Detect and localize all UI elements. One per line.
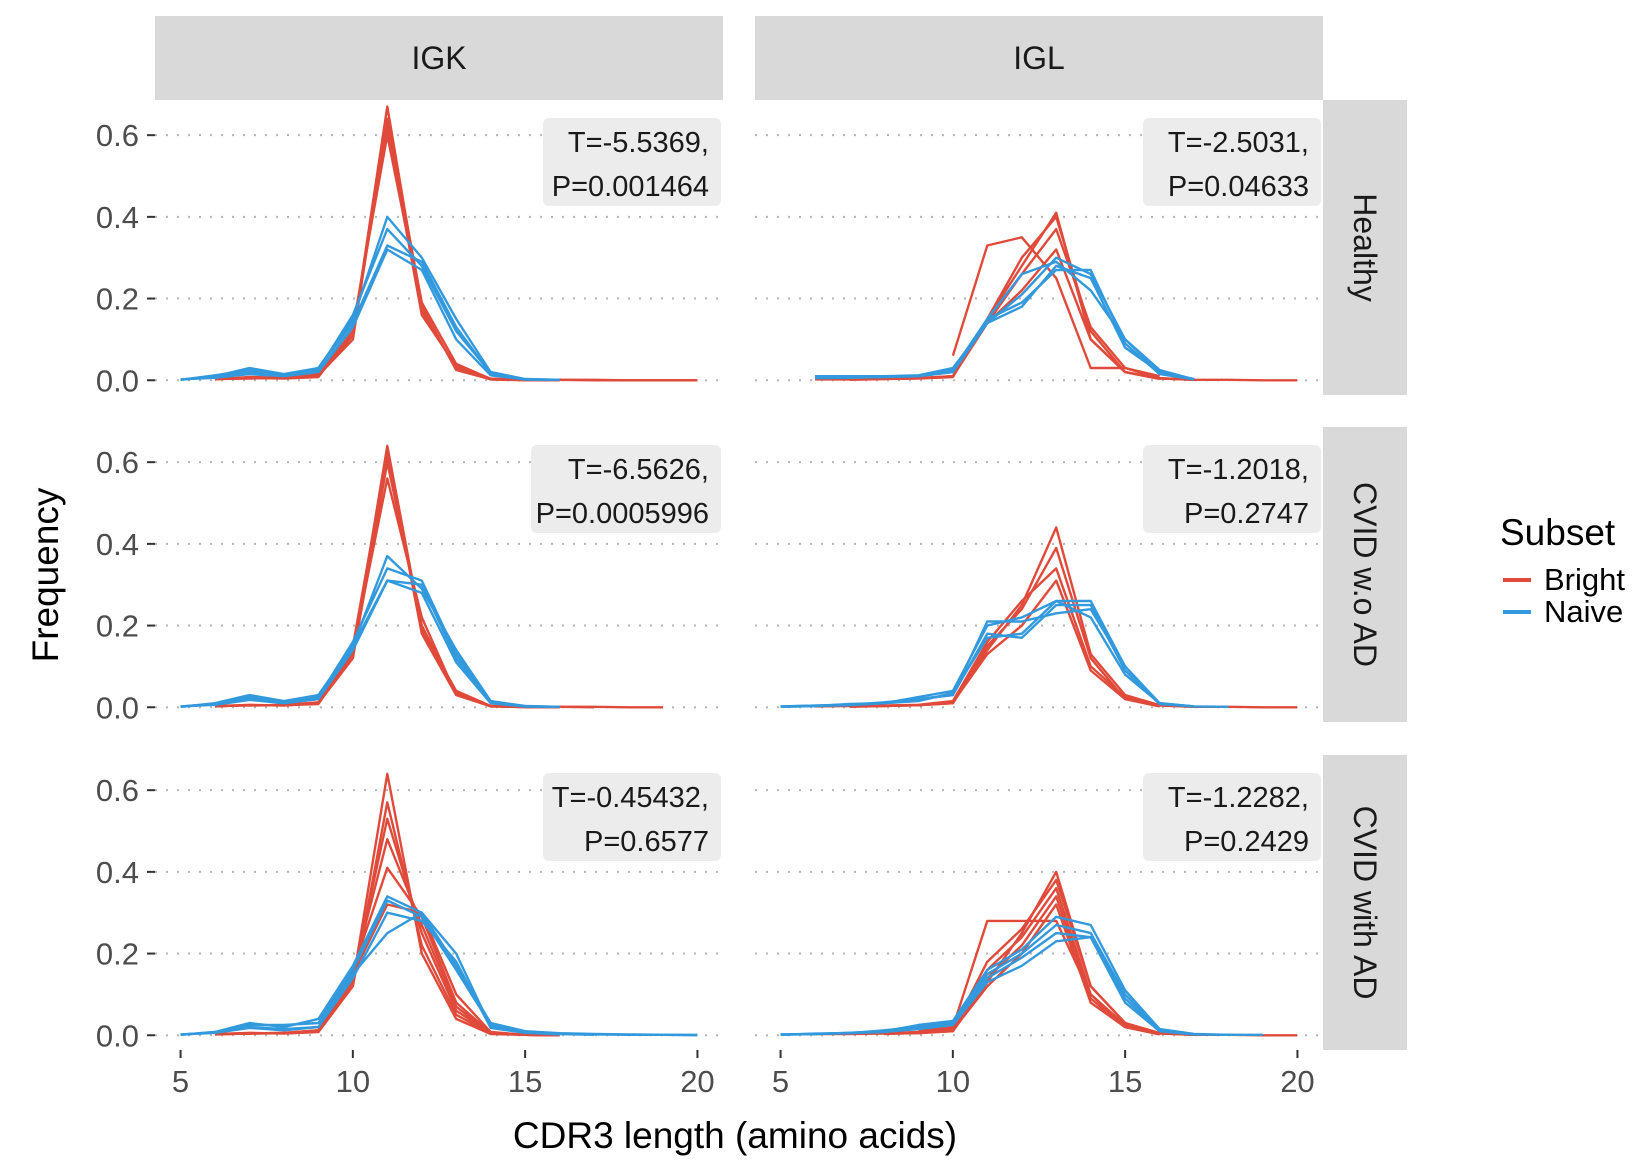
x-tick-label: 10	[336, 1064, 370, 1099]
y-tick-label: 0.4	[96, 200, 139, 235]
series-line-naive	[780, 599, 1229, 708]
series-line-naive	[780, 923, 1229, 1036]
y-tick-label: 0.2	[96, 937, 139, 972]
annotation-line: P=0.2429	[1184, 826, 1309, 858]
series-line-bright	[849, 567, 1160, 708]
series-line-naive	[780, 608, 1161, 708]
annotation-line: P=0.0005996	[536, 498, 709, 530]
column-strip-label: IGK	[411, 40, 466, 76]
series-line-bright	[814, 526, 1298, 709]
series-line-bright	[214, 452, 560, 709]
series-line-bright	[215, 817, 560, 1037]
series-line-bright	[883, 887, 1195, 1036]
x-tick-label: 20	[1280, 1064, 1314, 1099]
x-tick-label: 10	[936, 1064, 970, 1099]
annotation-line: T=-2.5031,	[1168, 127, 1309, 159]
annotation-box	[1143, 118, 1321, 206]
series-line-bright	[815, 211, 1298, 382]
annotation-line: P=0.2747	[1184, 498, 1309, 530]
y-tick-label: 0.0	[96, 1018, 139, 1053]
y-tick-label: 0.0	[96, 690, 139, 725]
series-line-bright	[849, 546, 1195, 708]
row-strip	[1323, 427, 1407, 722]
stat-annotation: T=-0.45432, P=0.6577	[543, 773, 721, 861]
series-line-bright	[918, 248, 1160, 381]
stat-annotation: T=-5.5369, P=0.001464	[543, 118, 721, 206]
legend-label: Bright	[1544, 562, 1625, 597]
series-line-bright	[883, 878, 1195, 1036]
legend-label: Naive	[1544, 594, 1623, 629]
annotation-line: T=-1.2018,	[1168, 454, 1309, 486]
annotation-line: T=-5.5369,	[568, 127, 709, 159]
annotation-line: P=0.001464	[552, 171, 709, 203]
series-line-naive	[180, 554, 560, 708]
grid-layer	[155, 134, 1323, 1037]
series-line-bright	[214, 133, 560, 382]
series-line-bright	[215, 477, 560, 709]
y-tick-label: 0.4	[96, 855, 139, 890]
x-tick-label: 15	[508, 1064, 542, 1099]
annotation-box	[543, 118, 721, 206]
strips-layer: IGK IGL Healthy CVID w.o AD CVID with AD	[155, 16, 1407, 1050]
y-tick-label: 0.6	[96, 445, 139, 480]
row-strip-label: Healthy	[1347, 193, 1383, 302]
row-strip-label: CVID with AD	[1347, 806, 1383, 1000]
annotation-line: T=-6.5626,	[568, 454, 709, 486]
y-tick-label: 0.6	[96, 773, 139, 808]
annotation-box	[543, 773, 721, 861]
annotation-line: P=0.04633	[1168, 171, 1309, 203]
annotation-line: T=-0.45432,	[552, 782, 709, 814]
row-strip	[1323, 100, 1407, 395]
column-strip-igl	[755, 16, 1323, 100]
series-line-naive	[180, 215, 560, 381]
column-strip-igk	[155, 16, 723, 100]
x-axis-title: CDR3 length (amino acids)	[513, 1115, 957, 1156]
series-line-naive	[180, 227, 560, 381]
annotation-box	[531, 445, 721, 533]
series-line-naive	[815, 256, 1195, 381]
annotation-box	[1143, 773, 1321, 861]
series-line-naive	[814, 260, 1195, 381]
stat-annotation: T=-1.2282, P=0.2429	[1143, 773, 1321, 861]
series-line-bright	[214, 903, 560, 1037]
series-line-naive	[180, 567, 560, 708]
series-line-naive	[180, 579, 560, 708]
x-tick-label: 20	[680, 1064, 714, 1099]
row-strip-label: CVID w.o AD	[1347, 482, 1383, 667]
legend-title: Subset	[1500, 512, 1616, 553]
series-line-naive	[180, 899, 698, 1037]
series-line-naive	[180, 248, 560, 381]
stat-annotation: T=-2.5031, P=0.04633	[1143, 118, 1321, 206]
stat-annotation: T=-6.5626, P=0.0005996	[531, 445, 721, 533]
stat-annotation: T=-1.2018, P=0.2747	[1143, 445, 1321, 533]
y-tick-label: 0.0	[96, 363, 139, 398]
y-tick-label: 0.4	[96, 527, 139, 562]
x-tick-label: 5	[772, 1064, 789, 1099]
series-line-naive	[180, 911, 560, 1036]
annotation-line: P=0.6577	[584, 826, 709, 858]
y-tick-label: 0.2	[96, 282, 139, 317]
lines-layer	[180, 105, 1298, 1037]
x-tick-label: 5	[172, 1064, 189, 1099]
series-line-naive	[180, 911, 595, 1036]
annotation-line: T=-1.2282,	[1168, 782, 1309, 814]
x-tick-label: 15	[1108, 1064, 1142, 1099]
series-line-bright	[214, 125, 560, 382]
series-line-naive	[814, 264, 1195, 381]
y-axis-title: Frequency	[25, 487, 66, 662]
column-strip-label: IGL	[1013, 40, 1065, 76]
series-line-bright	[849, 579, 1160, 708]
row-strip	[1323, 755, 1407, 1050]
ticks-layer: 0.0 0.2 0.4 0.6 0.0 0.2 0.4 0.6 0.0 0.2 0.4 0.6 5 10 1…	[96, 118, 1315, 1099]
series-line-bright	[214, 866, 560, 1037]
annotation-box	[1143, 445, 1321, 533]
y-tick-label: 0.6	[96, 118, 139, 153]
series-line-bright	[214, 801, 560, 1037]
series-line-naive	[780, 936, 1195, 1036]
y-tick-label: 0.2	[96, 609, 139, 644]
annotations-layer: T=-5.5369,P=0.001464T=-2.5031,P=0.04633T…	[531, 118, 1321, 861]
